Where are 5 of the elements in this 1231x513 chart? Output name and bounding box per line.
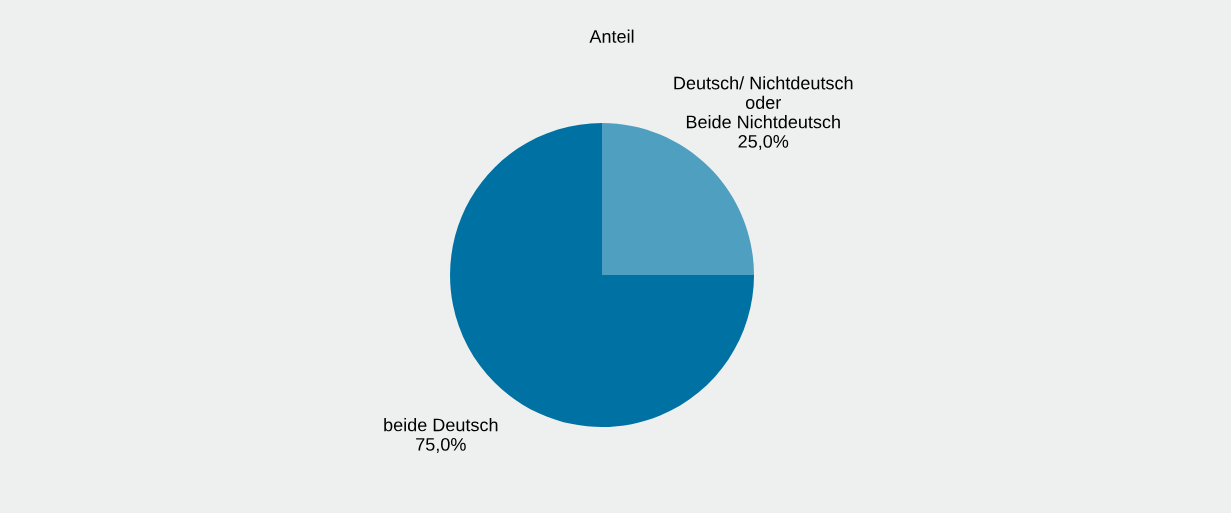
data-label: 75,0% (416, 437, 466, 453)
slice-label: beide Deutsch (384, 418, 498, 432)
chart-title: Anteil (589, 29, 634, 43)
slice-label: Deutsch/ Nichtdeutsch oder Beide Nichtdeutsch (674, 76, 853, 129)
data-label: 25,0% (738, 135, 789, 150)
